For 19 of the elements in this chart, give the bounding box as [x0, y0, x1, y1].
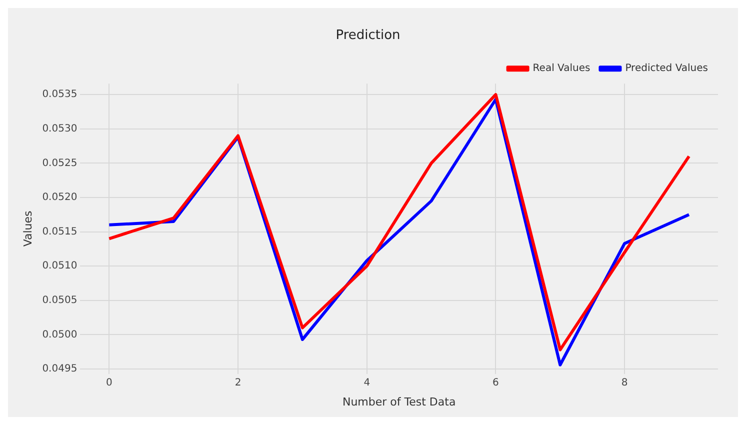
x-tick-label: 8 [621, 377, 628, 388]
y-tick-label: 0.0525 [42, 158, 78, 169]
y-tick-label: 0.0530 [42, 123, 78, 134]
x-tick-label: 6 [492, 377, 499, 388]
y-tick-label: 0.0520 [42, 192, 78, 204]
y-tick-label: 0.0510 [42, 260, 78, 272]
x-axis-title: Number of Test Data [342, 395, 456, 408]
x-tick-label: 4 [364, 377, 370, 388]
y-axis-title: Values [21, 210, 34, 247]
y-tick-label: 0.0500 [42, 329, 78, 340]
y-tick-label: 0.0535 [42, 89, 78, 100]
chart-title: Prediction [336, 28, 400, 44]
y-tick-label: 0.0505 [42, 294, 78, 306]
x-tick-label: 0 [106, 377, 112, 388]
y-tick-label: 0.0515 [42, 226, 78, 238]
x-tick-label: 2 [234, 377, 242, 388]
y-tick-label: 0.0495 [42, 364, 78, 375]
legend-label: Real Values [532, 63, 590, 74]
legend-label: Predicted Values [625, 63, 708, 74]
